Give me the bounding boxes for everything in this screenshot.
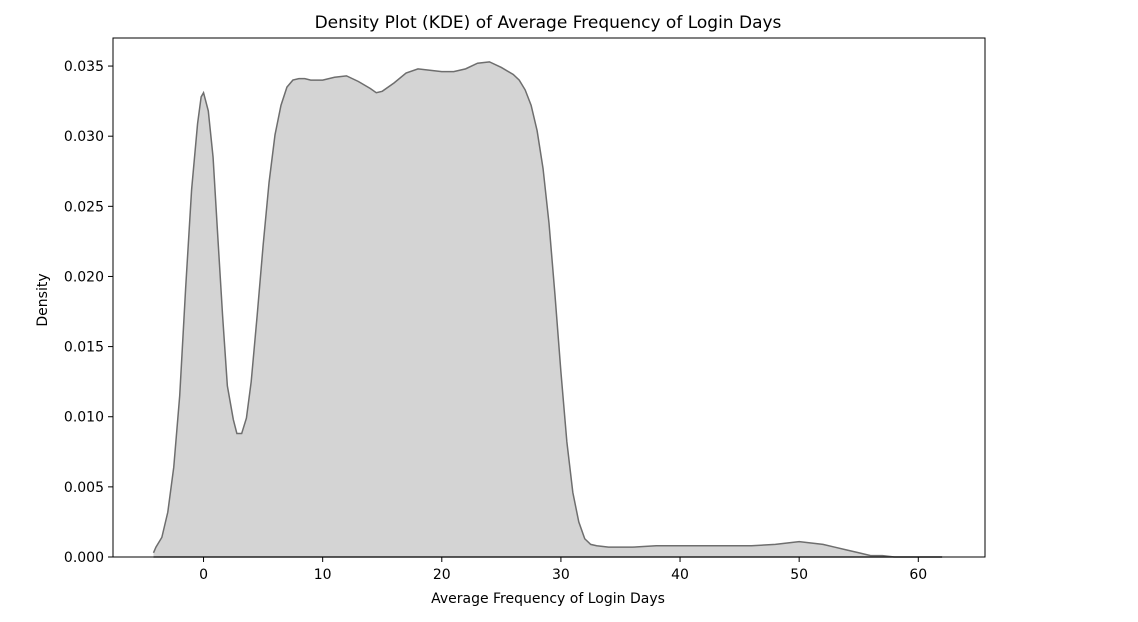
axis-ticks: 0 10 20 30 40 50 60 0.000 0.005 0.010 0.015 0.020 0.…: [64, 59, 927, 583]
plot-frame: [112, 37, 986, 558]
y-tick-label: 0.025: [64, 199, 104, 215]
y-tick-label: 0.005: [64, 480, 104, 496]
x-tick-label: 10: [314, 567, 332, 583]
chart-title: Density Plot (KDE) of Average Frequency …: [315, 13, 782, 33]
x-tick-label: 40: [671, 567, 689, 583]
y-tick-label: 0.015: [64, 340, 104, 356]
x-tick-label: 60: [909, 567, 927, 583]
density-curve: [152, 61, 943, 558]
y-tick-label: 0.030: [64, 129, 104, 145]
y-tick-label: 0.020: [64, 269, 104, 285]
x-tick-label: 30: [552, 567, 570, 583]
x-tick-label: 50: [790, 567, 808, 583]
y-axis-label: Density: [35, 273, 51, 326]
y-tick-label: 0.000: [64, 550, 104, 566]
y-tick-label: 0.035: [64, 59, 104, 75]
density-area-fill: [153, 61, 943, 557]
y-tick-label: 0.010: [64, 410, 104, 426]
x-tick-label: 0: [199, 567, 208, 583]
x-axis-label: Average Frequency of Login Days: [431, 591, 665, 607]
plot-area: [152, 61, 943, 558]
x-tick-label: 20: [433, 567, 451, 583]
